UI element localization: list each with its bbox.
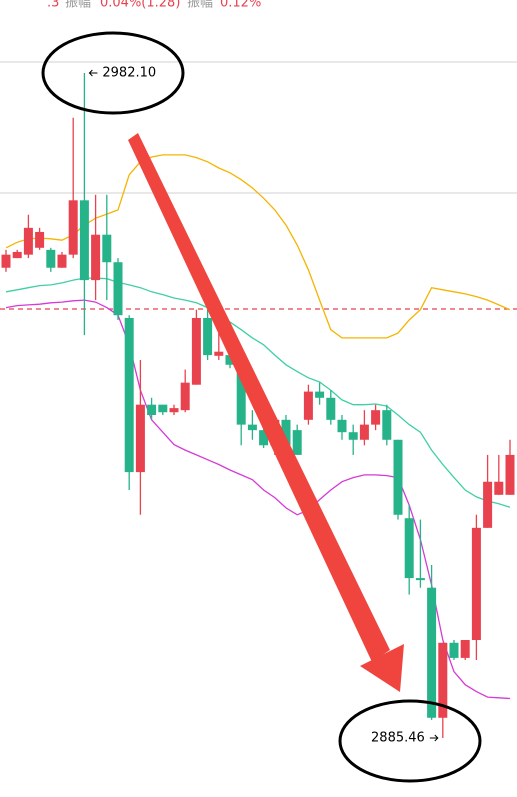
header-text: 0.12% xyxy=(220,0,261,11)
candle-body xyxy=(382,410,392,440)
candle-body xyxy=(180,382,190,411)
candle-body xyxy=(303,391,313,420)
candle-body xyxy=(147,404,157,415)
candle-body xyxy=(124,317,134,473)
candle-body xyxy=(292,430,302,455)
candle-body xyxy=(438,642,448,718)
annotation-arrow xyxy=(88,69,98,77)
candle-body xyxy=(236,368,246,425)
candle-body xyxy=(460,640,470,658)
high-label: 2982.10 xyxy=(102,66,156,81)
header-text: 振幅 xyxy=(187,0,213,11)
candle-body xyxy=(158,404,168,413)
candle-body xyxy=(68,200,78,255)
plot-area xyxy=(0,73,517,738)
trend-arrow-head xyxy=(360,644,404,692)
candle-body xyxy=(494,481,504,495)
candle-body xyxy=(79,200,89,281)
candle-body xyxy=(359,424,369,440)
candle-body xyxy=(471,527,481,641)
highlight-ellipse xyxy=(338,699,482,783)
highlight-ellipse xyxy=(41,31,185,115)
candle-body xyxy=(1,254,11,268)
indicator-line xyxy=(5,299,511,700)
candle-body xyxy=(393,439,403,515)
candle-body xyxy=(404,518,414,579)
indicator-line xyxy=(5,154,511,339)
candle-body xyxy=(102,234,112,263)
candle-body xyxy=(371,410,381,425)
header-text: .3 xyxy=(47,0,59,11)
header-text: 0.04%(1.28) xyxy=(100,0,180,11)
candle-body xyxy=(225,355,235,365)
candle-body xyxy=(315,391,325,398)
candle-body xyxy=(113,262,123,316)
candle-body xyxy=(326,397,336,420)
candle-body xyxy=(57,254,67,268)
indicator-line xyxy=(5,277,511,508)
candle-body xyxy=(135,404,145,473)
candle-body xyxy=(449,642,459,658)
trend-arrow-shaft xyxy=(128,133,390,662)
candle-body xyxy=(91,234,101,281)
candle-body xyxy=(281,419,291,446)
candle-body xyxy=(12,251,22,259)
annotation-arrow xyxy=(429,734,439,742)
candle-body xyxy=(259,430,269,446)
candle-body xyxy=(35,231,45,248)
candle-body xyxy=(483,481,493,528)
candle-body xyxy=(203,317,213,356)
low-label: 2885.46 xyxy=(371,731,425,746)
candle-body xyxy=(23,227,33,255)
header-text: 振幅 xyxy=(65,0,91,11)
candle-body xyxy=(348,432,358,440)
candle-body xyxy=(191,317,201,385)
candle-body xyxy=(427,587,437,718)
candle-body xyxy=(169,408,179,413)
candle-body xyxy=(214,351,224,356)
candle-body xyxy=(247,424,257,431)
candle-body xyxy=(505,454,515,495)
candle-body xyxy=(415,578,425,581)
candle-body xyxy=(46,249,56,268)
candle-body xyxy=(337,419,347,433)
